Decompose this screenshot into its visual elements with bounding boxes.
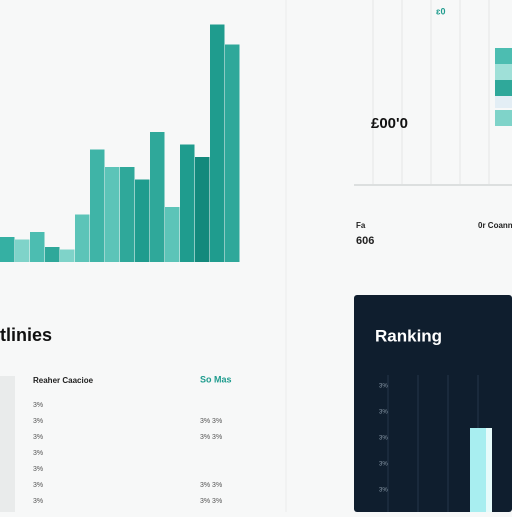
bar [180,144,195,262]
tick-label: 3% [379,384,388,390]
row-label: 3% [33,402,43,409]
legend-swatch [495,110,512,126]
bar [195,157,210,262]
list-strip [0,376,15,512]
bar [165,207,180,262]
tick-label: 3% [379,436,388,442]
stat-value: £00'0 [371,115,408,132]
row-label: 3% [33,498,43,505]
bar [75,214,90,262]
legend-swatch [495,80,512,96]
row-label: 3% [33,466,43,473]
bar [60,249,75,262]
legend-swatch [495,64,512,80]
bar [120,167,135,262]
bar [30,232,45,262]
bar [210,24,225,262]
row-value: 3% 3% [200,498,222,505]
list-title: tlinies [0,325,52,345]
bar [135,179,150,262]
list-header: Reaher Caacioe [33,376,94,385]
row-label: 3% [33,450,43,457]
bar [225,44,240,262]
list-header: So Mas [200,374,232,384]
list-panel: tlinies Reaher Caacioe So Mas 3% 3% 3% 3% 3… [0,325,232,512]
panel-title: Ranking [375,326,442,345]
stat-label: Fa [356,221,366,230]
tick-label: 3% [379,488,388,494]
bar [45,247,60,262]
stat-value: 606 [356,235,374,247]
bar [105,167,120,262]
row-value: 3% 3% [200,434,222,441]
ranking-panel: Ranking 3% 3% 3% 3% 3% [354,295,512,512]
tick-label: 3% [379,462,388,468]
bar-highlight [486,428,492,512]
row-value: 3% 3% [200,418,222,425]
stat-label: 0r Coann [478,221,512,230]
bar [150,132,165,262]
stat-panel: ɛ0 £00'0 Fa 606 0r Coann [354,0,512,247]
bar [15,239,30,262]
row-label: 3% [33,482,43,489]
tick-label: 3% [379,410,388,416]
bar-chart [0,24,240,262]
legend-swatch [495,96,512,108]
bar [90,149,105,262]
bar [0,237,15,262]
row-label: 3% [33,434,43,441]
corner-label: ɛ0 [436,6,445,16]
row-label: 3% [33,418,43,425]
row-value: 3% 3% [200,482,222,489]
legend-swatch [495,48,512,64]
